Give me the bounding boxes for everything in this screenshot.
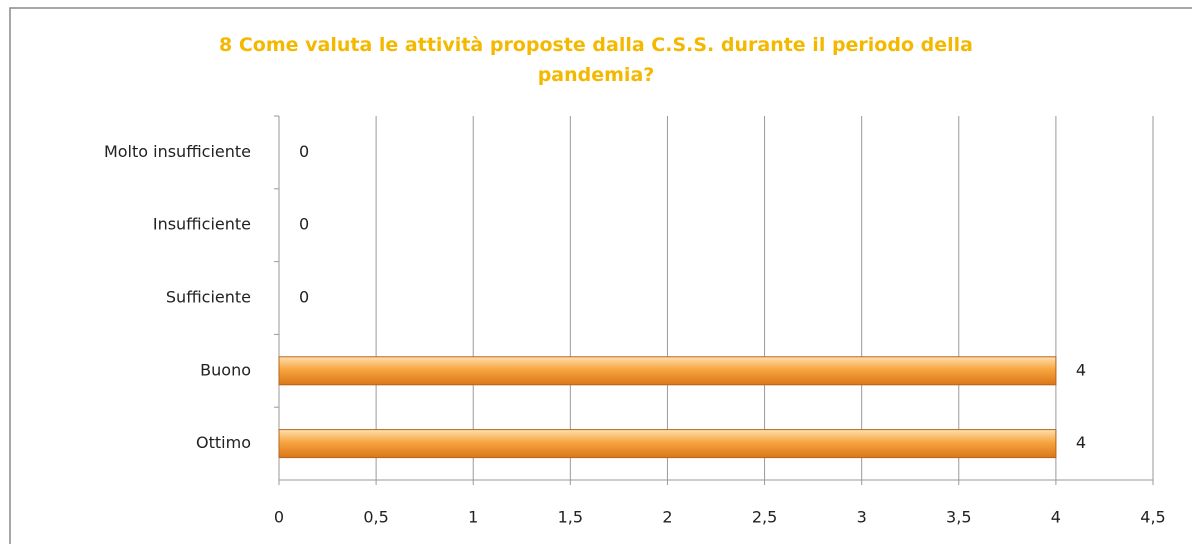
x-tick-label: 1,5 bbox=[558, 508, 583, 527]
data-label: 0 bbox=[299, 288, 309, 307]
bar bbox=[278, 429, 1057, 459]
x-tick-label: 3,5 bbox=[946, 508, 971, 527]
x-tick-label: 3 bbox=[857, 508, 867, 527]
x-tick-label: 4,5 bbox=[1140, 508, 1165, 527]
data-label: 4 bbox=[1076, 433, 1086, 452]
x-tick-label: 2,5 bbox=[752, 508, 777, 527]
data-label: 4 bbox=[1076, 360, 1086, 379]
x-tick-label: 0 bbox=[274, 508, 284, 527]
chart-border bbox=[9, 7, 1192, 544]
data-label: 0 bbox=[299, 142, 309, 161]
x-tick-label: 0,5 bbox=[363, 508, 388, 527]
x-tick-label: 2 bbox=[662, 508, 672, 527]
data-label: 0 bbox=[299, 215, 309, 234]
y-tick-label: Ottimo bbox=[196, 433, 251, 452]
y-tick-label: Insufficiente bbox=[153, 215, 251, 234]
chart-title: 8 Come valuta le attività proposte dalla… bbox=[219, 34, 973, 86]
x-tick-label: 4 bbox=[1051, 508, 1061, 527]
y-tick-label: Molto insufficiente bbox=[104, 142, 251, 161]
x-tick-label: 1 bbox=[468, 508, 478, 527]
y-tick-label: Sufficiente bbox=[166, 288, 251, 307]
bar bbox=[278, 356, 1057, 386]
y-tick-label: Buono bbox=[200, 360, 251, 379]
